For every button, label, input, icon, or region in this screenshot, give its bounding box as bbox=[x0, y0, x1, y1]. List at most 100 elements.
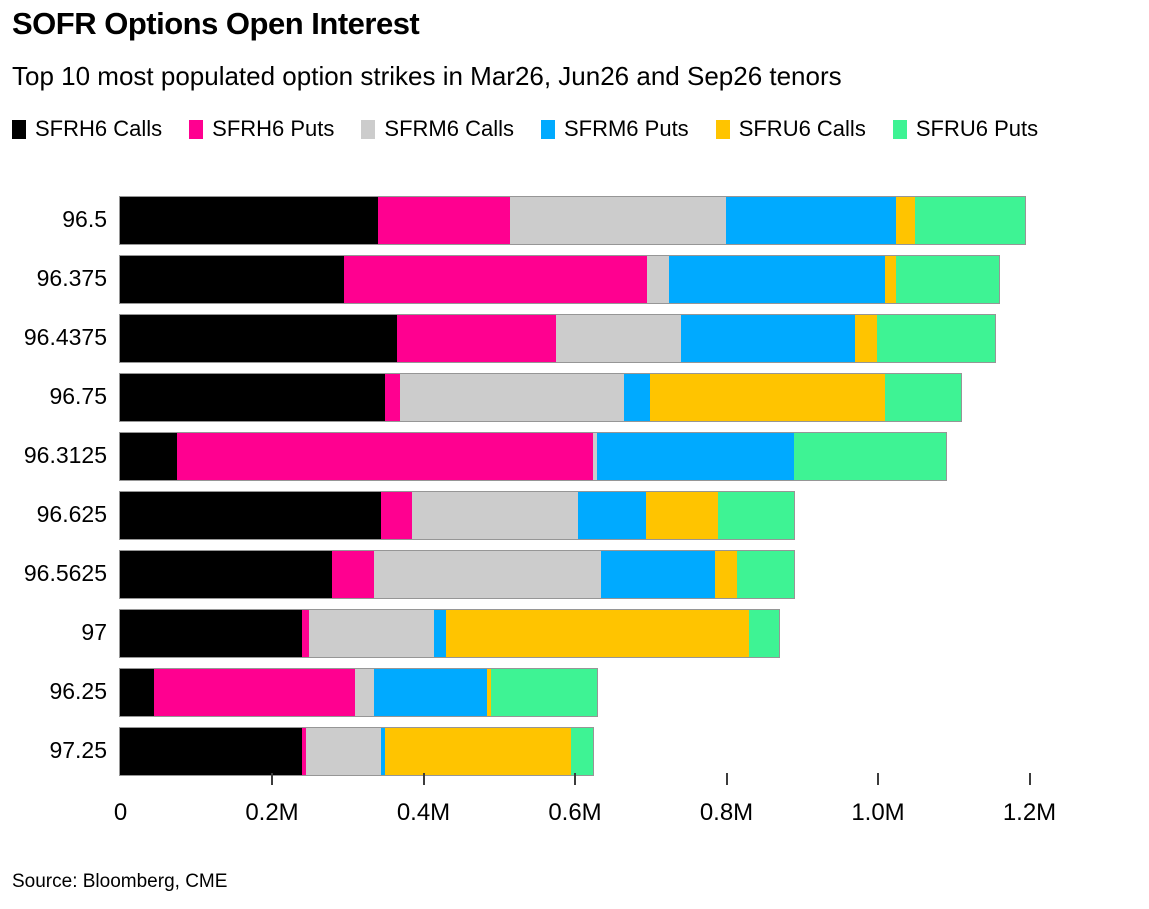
x-axis-label: 1.0M bbox=[851, 799, 905, 826]
y-axis-label: 97 bbox=[81, 619, 107, 645]
bar-segment bbox=[120, 256, 344, 303]
bar-segment bbox=[381, 728, 386, 775]
y-axis-label: 96.4375 bbox=[23, 324, 107, 350]
bar-segment bbox=[120, 197, 378, 244]
chart-title: SOFR Options Open Interest bbox=[12, 6, 420, 41]
bar-segment bbox=[411, 492, 579, 539]
bar-segment bbox=[354, 669, 374, 716]
x-axis-label: 0 bbox=[113, 799, 128, 826]
x-axis-tick bbox=[271, 773, 273, 785]
bar-segment bbox=[650, 374, 886, 421]
legend-item-label: SFRU6 Puts bbox=[915, 116, 1039, 141]
bar-row bbox=[119, 432, 947, 481]
chart-subtitle: Top 10 most populated option strikes in … bbox=[12, 61, 842, 91]
bar-row bbox=[119, 255, 1000, 304]
bar-segment bbox=[301, 728, 306, 775]
x-axis-tick bbox=[725, 773, 728, 785]
legend: SFRH6 Calls SFRH6 Puts SFRM6 Calls SFRM6 Pu… bbox=[12, 116, 1137, 142]
legend-item-label: SFRU6 Calls bbox=[738, 116, 866, 141]
bar-segment bbox=[343, 256, 647, 303]
legend-item-label: SFRH6 Calls bbox=[35, 116, 163, 141]
bar-segment bbox=[877, 315, 995, 362]
bar-segment bbox=[373, 669, 488, 716]
bar-segment bbox=[120, 551, 333, 598]
bar-segment bbox=[309, 610, 435, 657]
bar-segment bbox=[555, 315, 681, 362]
bar-segment bbox=[120, 610, 302, 657]
legend-item: SFRM6 Puts bbox=[540, 116, 689, 142]
bar-segment bbox=[794, 433, 946, 480]
legend-item: SFRH6 Puts bbox=[189, 116, 334, 142]
legend-item-label: SFRH6 Puts bbox=[212, 116, 335, 141]
bar-segment bbox=[737, 551, 795, 598]
x-axis-label: 1.2M bbox=[1002, 799, 1057, 826]
bar-segment bbox=[718, 492, 795, 539]
bar-segment bbox=[120, 492, 382, 539]
x-axis-label: 0.2M bbox=[245, 799, 299, 826]
y-axis-label: 96.5625 bbox=[23, 560, 107, 586]
legend-item: SFRH6 Calls bbox=[12, 116, 162, 142]
bar-segment bbox=[154, 669, 355, 716]
bar-segment bbox=[396, 315, 556, 362]
bar-segment bbox=[381, 492, 412, 539]
legend-item: SFRM6 Calls bbox=[361, 116, 514, 142]
bar-segment bbox=[434, 610, 446, 657]
bar-segment bbox=[400, 374, 624, 421]
bar-segment bbox=[487, 669, 492, 716]
legend-color-swatch bbox=[12, 119, 26, 139]
y-axis-label: 96.625 bbox=[36, 501, 107, 527]
bar-row bbox=[119, 550, 796, 599]
legend-item: SFRU6 Calls bbox=[715, 116, 866, 142]
y-axis-label: 96.375 bbox=[36, 265, 107, 291]
bar-row bbox=[119, 609, 781, 658]
bar-segment bbox=[646, 492, 719, 539]
bar-row bbox=[119, 668, 599, 717]
legend-item-label: SFRM6 Puts bbox=[563, 116, 689, 141]
bar-row bbox=[119, 373, 962, 422]
bar-segment bbox=[120, 728, 302, 775]
bar-segment bbox=[570, 728, 594, 775]
bar-segment bbox=[601, 551, 715, 598]
bar-segment bbox=[680, 315, 855, 362]
bar-segment bbox=[623, 374, 651, 421]
bar-row bbox=[119, 196, 1027, 245]
bar-segment bbox=[120, 433, 177, 480]
legend-color-swatch bbox=[892, 119, 907, 139]
legend-color-swatch bbox=[361, 119, 376, 139]
bar-segment bbox=[578, 492, 647, 539]
bar-segment bbox=[377, 197, 511, 244]
bar-segment bbox=[445, 610, 749, 657]
bar-segment bbox=[885, 256, 897, 303]
x-axis-label: 0.4M bbox=[396, 799, 451, 826]
legend-color-swatch bbox=[715, 119, 730, 139]
bar-segment bbox=[301, 610, 310, 657]
bar-segment bbox=[714, 551, 738, 598]
bar-segment bbox=[120, 374, 386, 421]
bar-segment bbox=[669, 256, 886, 303]
bar-segment bbox=[373, 551, 602, 598]
x-axis-tick bbox=[877, 773, 879, 785]
x-axis-tick bbox=[574, 773, 576, 785]
bar-segment bbox=[120, 315, 397, 362]
legend-color-swatch bbox=[540, 119, 555, 139]
y-axis-label: 96.3125 bbox=[23, 442, 107, 468]
bar-row bbox=[119, 727, 595, 776]
bar-row bbox=[119, 314, 996, 363]
bar-segment bbox=[593, 433, 598, 480]
legend-item: SFRU6 Puts bbox=[892, 116, 1039, 142]
y-axis-label: 96.5 bbox=[62, 206, 107, 232]
legend-color-swatch bbox=[189, 119, 204, 139]
bar-segment bbox=[646, 256, 670, 303]
legend-item-label: SFRM6 Calls bbox=[384, 116, 514, 141]
bar-segment bbox=[176, 433, 594, 480]
bar-segment bbox=[896, 197, 916, 244]
bar-row bbox=[119, 491, 796, 540]
bar-segment bbox=[385, 374, 401, 421]
bar-segment bbox=[510, 197, 727, 244]
bar-segment bbox=[915, 197, 1026, 244]
bar-segment bbox=[120, 669, 155, 716]
bar-segment bbox=[332, 551, 374, 598]
bar-segment bbox=[854, 315, 878, 362]
source-note: Source: Bloomberg, CME bbox=[12, 871, 228, 892]
